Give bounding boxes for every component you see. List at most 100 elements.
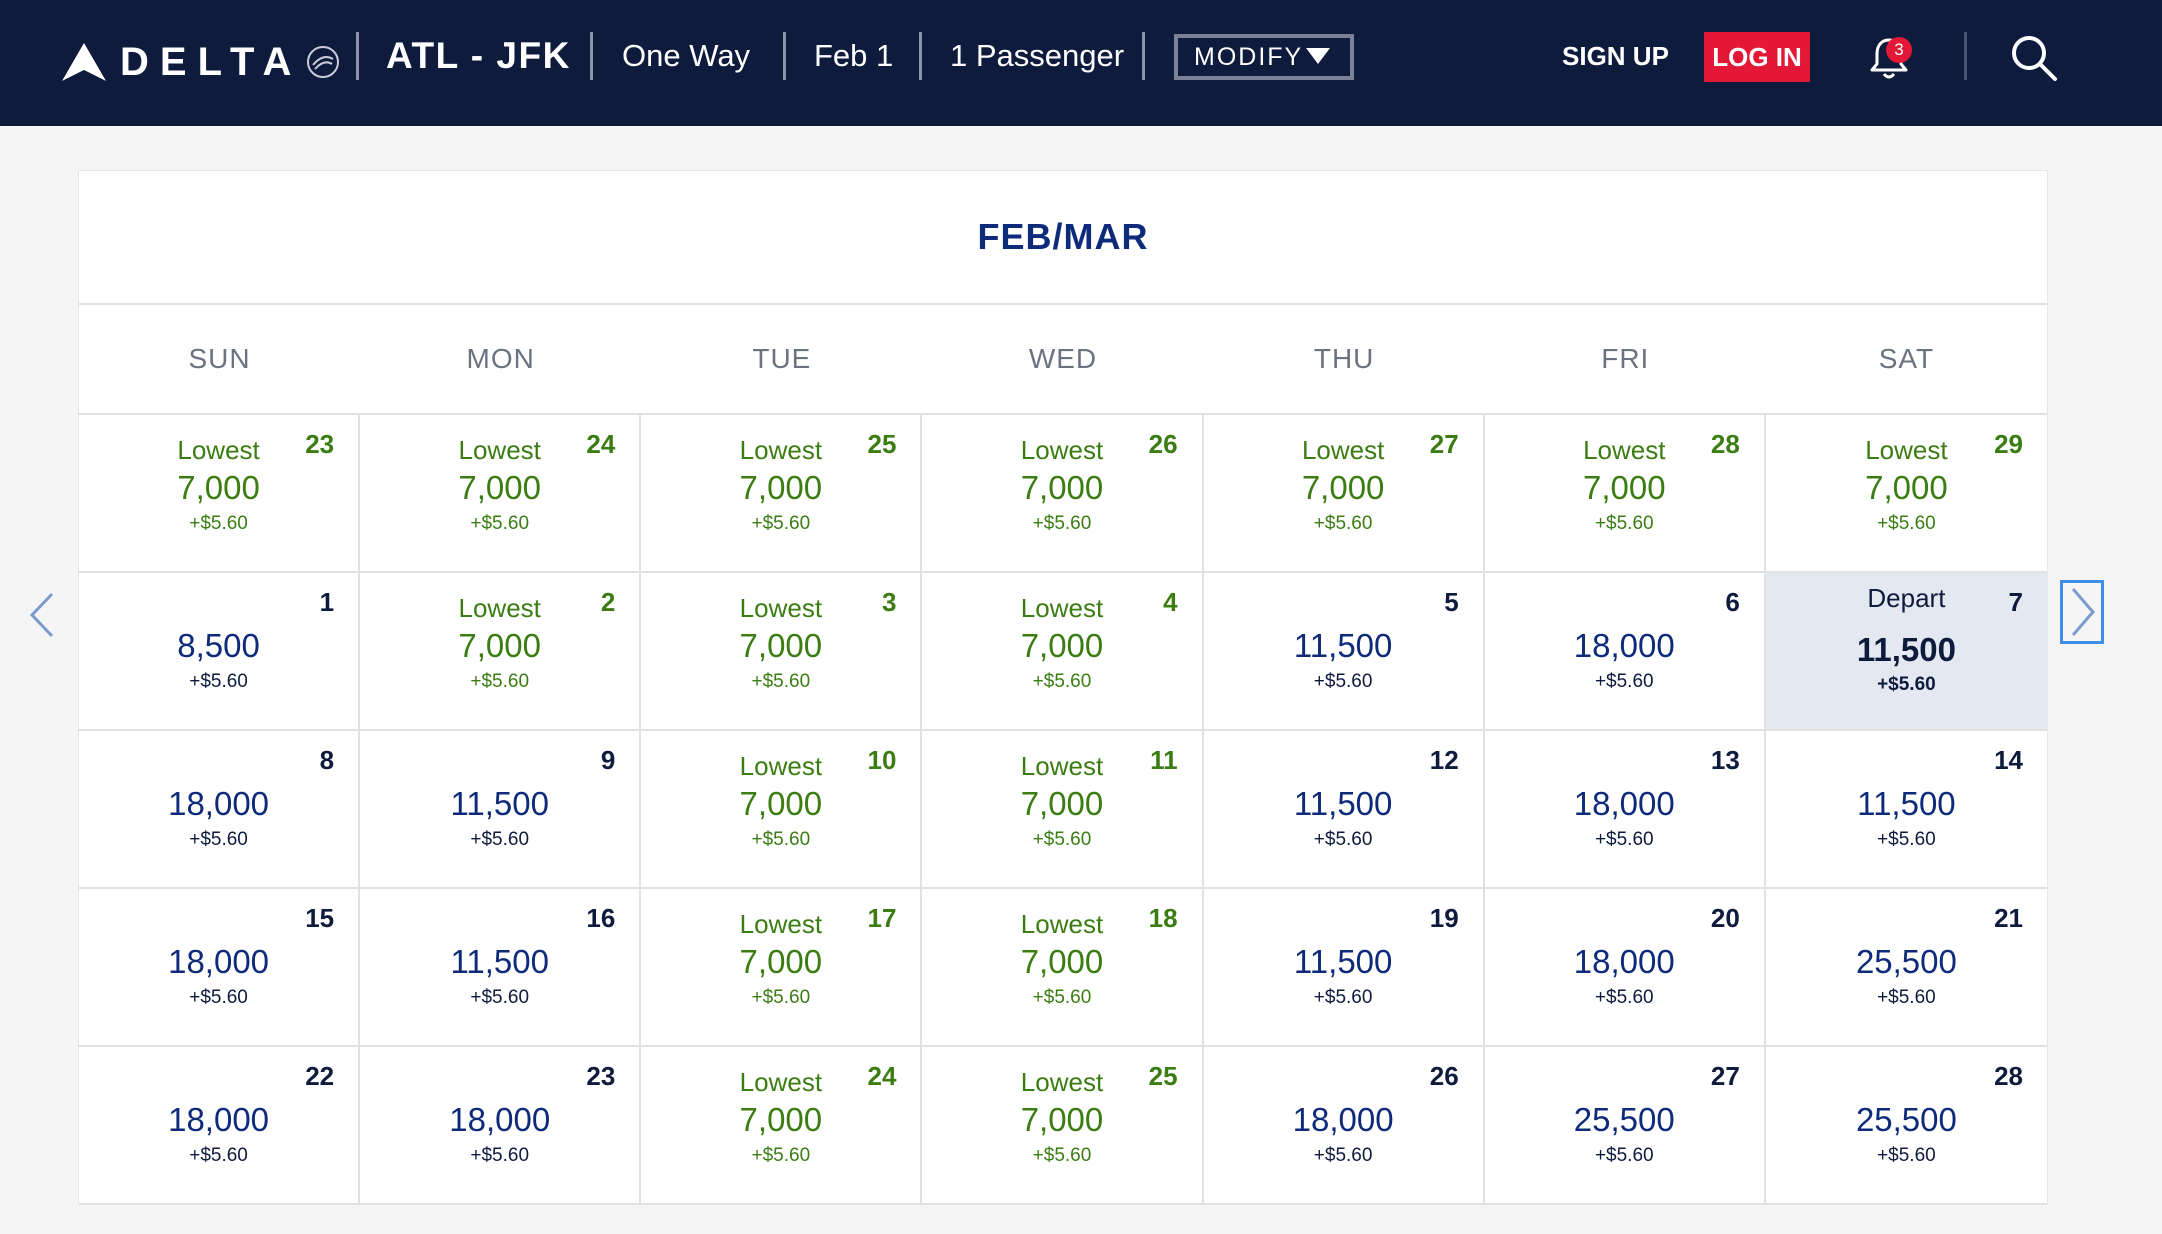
miles-price: 11,500 (1857, 785, 1956, 822)
lowest-label: Lowest (458, 593, 541, 623)
day-number: 14 (1994, 745, 2023, 775)
day-number: 7 (2008, 587, 2023, 617)
miles-price: 18,000 (168, 785, 270, 822)
day-number: 16 (586, 903, 616, 933)
modify-button[interactable]: MODIFY (1174, 34, 1354, 80)
calendar-day-cell[interactable]: 15 18,000 +$5.60 (79, 889, 361, 1047)
fee-amount: +$5.60 (1594, 513, 1654, 534)
day-number: 23 (586, 1061, 616, 1091)
top-header: DELTA ATL - JFK One Way Feb 1 1 Passenge… (0, 0, 2162, 126)
calendar-day-cell[interactable]: 13 18,000 +$5.60 (1484, 731, 1766, 889)
lowest-label: Lowest (1020, 593, 1104, 623)
miles-price: 7,000 (1020, 1101, 1104, 1138)
passenger-count: 1 Passenger (950, 38, 1125, 73)
miles-price: 7,000 (1020, 469, 1104, 506)
miles-price: 18,000 (168, 1101, 270, 1138)
log-in-button[interactable]: LOG IN (1704, 32, 1810, 82)
miles-price: 7,000 (1301, 469, 1385, 506)
calendar-day-cell[interactable]: 2 Lowest 7,000 +$5.60 (360, 573, 642, 731)
fee-amount: +$5.60 (189, 1145, 248, 1166)
calendar-day-cell[interactable]: 25 Lowest 7,000 +$5.60 (922, 1047, 1204, 1205)
calendar-day-cell[interactable]: 27 25,500 +$5.60 (1484, 1047, 1766, 1205)
calendar-day-cell[interactable]: 14 11,500 +$5.60 (1765, 731, 2047, 889)
calendar-day-cell[interactable]: 24 Lowest 7,000 +$5.60 (641, 1047, 923, 1205)
day-number: 12 (1429, 745, 1459, 775)
day-number: 25 (867, 429, 897, 459)
calendar-day-cell[interactable]: 10 Lowest 7,000 +$5.60 (641, 731, 923, 889)
day-number: 17 (867, 903, 897, 933)
next-week-button[interactable] (2060, 580, 2104, 644)
calendar-day-cell[interactable]: 9 11,500 +$5.60 (360, 731, 642, 889)
calendar-day-cell[interactable]: 1 8,500 +$5.60 (79, 573, 361, 731)
lowest-label: Lowest (1020, 1067, 1104, 1097)
fee-amount: +$5.60 (1877, 829, 1936, 850)
calendar-day-cell[interactable]: 26 18,000 +$5.60 (1203, 1047, 1485, 1205)
miles-price: 7,000 (1582, 469, 1666, 506)
header-divider (590, 32, 593, 80)
calendar-day-cell[interactable]: 29 Lowest 7,000 +$5.60 (1765, 415, 2047, 573)
miles-price: 11,500 (1293, 943, 1393, 980)
calendar-day-cell[interactable]: 8 18,000 +$5.60 (79, 731, 361, 889)
calendar-day-cell[interactable]: 23 18,000 +$5.60 (360, 1047, 642, 1205)
day-number: 26 (1148, 429, 1178, 459)
header-divider (919, 32, 922, 80)
miles-price: 18,000 (168, 943, 270, 980)
lowest-label: Lowest (1020, 435, 1104, 465)
miles-price: 7,000 (739, 469, 823, 506)
calendar-day-cell[interactable]: 17 Lowest 7,000 +$5.60 (641, 889, 923, 1047)
fee-amount: +$5.60 (751, 671, 811, 692)
fee-amount: +$5.60 (1594, 1145, 1654, 1166)
calendar-day-cell[interactable]: 22 18,000 +$5.60 (79, 1047, 361, 1205)
calendar-day-cell[interactable]: 21 25,500 +$5.60 (1765, 889, 2047, 1047)
calendar-day-cell[interactable]: 23 Lowest 7,000 +$5.60 (79, 415, 361, 573)
calendar-day-cell[interactable]: 20 18,000 +$5.60 (1484, 889, 1766, 1047)
fee-amount: +$5.60 (1877, 1145, 1936, 1166)
miles-price: 18,000 (1573, 785, 1675, 822)
previous-week-arrow-icon[interactable] (26, 590, 58, 640)
calendar-day-cell[interactable]: 27 Lowest 7,000 +$5.60 (1203, 415, 1485, 573)
day-number: 2 (600, 587, 616, 617)
calendar-day-cell[interactable]: 24 Lowest 7,000 +$5.60 (360, 415, 642, 573)
delta-logo[interactable]: DELTA (62, 34, 342, 90)
fee-amount: +$5.60 (189, 829, 248, 850)
day-number: 10 (867, 745, 897, 775)
calendar-day-cell[interactable]: 28 25,500 +$5.60 (1765, 1047, 2047, 1205)
calendar-day-cell[interactable]: 4 Lowest 7,000 +$5.60 (922, 573, 1204, 731)
day-number: 5 (1444, 587, 1459, 617)
miles-price: 25,500 (1855, 943, 1957, 980)
calendar-day-cell[interactable]: 5 11,500 +$5.60 (1203, 573, 1485, 731)
fee-amount: +$5.60 (1594, 987, 1654, 1008)
calendar-day-cell[interactable]: 26 Lowest 7,000 +$5.60 (922, 415, 1204, 573)
calendar-day-cell[interactable]: 25 Lowest 7,000 +$5.60 (641, 415, 923, 573)
calendar-day-cell-selected[interactable]: 7 Depart 11,500 +$5.60 (1765, 573, 2047, 731)
lowest-label: Lowest (739, 909, 823, 939)
calendar-day-cell[interactable]: 19 11,500 +$5.60 (1203, 889, 1485, 1047)
search-icon[interactable] (2008, 32, 2060, 84)
day-number: 27 (1710, 1061, 1740, 1091)
calendar-day-cell[interactable]: 28 Lowest 7,000 +$5.60 (1484, 415, 1766, 573)
lowest-label: Lowest (739, 435, 823, 465)
fee-amount: +$5.60 (1877, 513, 1936, 534)
chevron-right-icon (2071, 588, 2095, 636)
calendar-day-cell[interactable]: 11 Lowest 7,000 +$5.60 (922, 731, 1204, 889)
lowest-label: Lowest (739, 751, 823, 781)
calendar-day-cell[interactable]: 18 Lowest 7,000 +$5.60 (922, 889, 1204, 1047)
lowest-label: Lowest (739, 1067, 823, 1097)
calendar-day-cell[interactable]: 16 11,500 +$5.60 (360, 889, 642, 1047)
sign-up-link[interactable]: SIGN UP (1562, 40, 1669, 71)
day-number: 15 (305, 903, 335, 933)
fee-amount: +$5.60 (470, 513, 530, 534)
calendar-day-cell[interactable]: 12 11,500 +$5.60 (1203, 731, 1485, 889)
fee-amount: +$5.60 (751, 513, 811, 534)
miles-price: 7,000 (177, 469, 260, 506)
day-number: 1 (319, 587, 335, 617)
miles-price: 11,500 (450, 943, 549, 980)
calendar-day-cell[interactable]: 3 Lowest 7,000 +$5.60 (641, 573, 923, 731)
month-title: FEB/MAR (79, 171, 2047, 305)
miles-price: 7,000 (458, 627, 541, 664)
notification-badge: 3 (1886, 37, 1912, 63)
miles-price: 7,000 (1020, 785, 1104, 822)
day-number: 8 (319, 745, 335, 775)
miles-price: 18,000 (449, 1101, 551, 1138)
calendar-day-cell[interactable]: 6 18,000 +$5.60 (1484, 573, 1766, 731)
